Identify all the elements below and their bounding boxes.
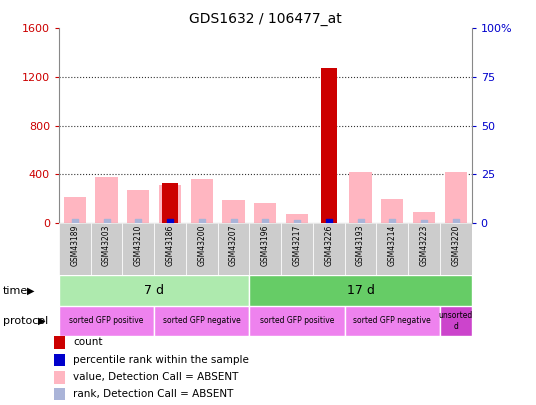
Text: GSM43210: GSM43210 xyxy=(134,224,143,266)
Text: GSM43186: GSM43186 xyxy=(166,224,175,266)
Point xyxy=(134,219,143,226)
Bar xyxy=(249,306,345,336)
Bar xyxy=(249,275,472,306)
Text: protocol: protocol xyxy=(3,316,48,326)
Text: unsorted
d: unsorted d xyxy=(438,311,473,330)
Point xyxy=(198,219,206,226)
Bar xyxy=(59,223,91,275)
Text: percentile rank within the sample: percentile rank within the sample xyxy=(73,355,249,365)
Bar xyxy=(54,388,65,400)
Text: rank, Detection Call = ABSENT: rank, Detection Call = ABSENT xyxy=(73,389,234,399)
Bar xyxy=(345,306,440,336)
Bar xyxy=(408,223,440,275)
Bar xyxy=(313,223,345,275)
Text: ▶: ▶ xyxy=(38,316,45,326)
Bar xyxy=(159,185,181,223)
Text: GSM43226: GSM43226 xyxy=(324,224,333,266)
Point xyxy=(388,219,397,226)
Bar xyxy=(154,306,249,336)
Bar xyxy=(154,223,186,275)
Text: value, Detection Call = ABSENT: value, Detection Call = ABSENT xyxy=(73,373,239,382)
Point xyxy=(324,218,333,225)
Point xyxy=(229,219,238,226)
Text: GSM43193: GSM43193 xyxy=(356,224,365,266)
Text: GSM43200: GSM43200 xyxy=(197,224,206,266)
Bar xyxy=(122,223,154,275)
Text: GSM43196: GSM43196 xyxy=(261,224,270,266)
Point xyxy=(356,219,365,226)
Point xyxy=(293,220,301,226)
Point xyxy=(102,219,111,226)
Point xyxy=(420,220,428,226)
Bar xyxy=(440,306,472,336)
Bar xyxy=(54,336,65,349)
Bar xyxy=(254,203,277,223)
Bar xyxy=(59,306,154,336)
Bar xyxy=(59,275,249,306)
Text: GSM43217: GSM43217 xyxy=(293,224,302,266)
Point xyxy=(166,219,174,226)
Bar xyxy=(218,223,249,275)
Bar xyxy=(440,223,472,275)
Text: ▶: ▶ xyxy=(27,286,34,296)
Title: GDS1632 / 106477_at: GDS1632 / 106477_at xyxy=(189,12,341,26)
Bar xyxy=(345,223,376,275)
Point xyxy=(324,220,333,226)
Text: GSM43223: GSM43223 xyxy=(420,224,429,266)
Text: 7 d: 7 d xyxy=(144,284,164,297)
Text: 17 d: 17 d xyxy=(347,284,375,297)
Bar xyxy=(321,68,337,223)
Text: GSM43214: GSM43214 xyxy=(388,224,397,266)
Point xyxy=(166,219,174,226)
Text: count: count xyxy=(73,337,103,347)
Text: sorted GFP positive: sorted GFP positive xyxy=(260,316,334,326)
Point xyxy=(261,219,270,226)
Bar xyxy=(95,177,118,223)
Text: time: time xyxy=(3,286,28,296)
Bar xyxy=(413,212,435,223)
Bar xyxy=(127,190,150,223)
Bar xyxy=(445,172,467,223)
Text: GSM43220: GSM43220 xyxy=(451,224,460,266)
Bar xyxy=(91,223,122,275)
Bar xyxy=(64,197,86,223)
Point xyxy=(451,219,460,226)
Text: sorted GFP negative: sorted GFP negative xyxy=(353,316,431,326)
Bar xyxy=(381,199,404,223)
Bar xyxy=(162,183,178,223)
Point xyxy=(71,219,79,226)
Bar xyxy=(376,223,408,275)
Text: GSM43189: GSM43189 xyxy=(70,224,79,266)
Bar xyxy=(249,223,281,275)
Text: GSM43203: GSM43203 xyxy=(102,224,111,266)
Bar xyxy=(191,179,213,223)
Bar xyxy=(222,200,245,223)
Bar xyxy=(54,354,65,367)
Text: sorted GFP positive: sorted GFP positive xyxy=(69,316,144,326)
Bar xyxy=(54,371,65,384)
Bar xyxy=(186,223,218,275)
Text: GSM43207: GSM43207 xyxy=(229,224,238,266)
Bar xyxy=(349,172,371,223)
Bar xyxy=(286,214,308,223)
Bar xyxy=(281,223,313,275)
Text: sorted GFP negative: sorted GFP negative xyxy=(163,316,241,326)
